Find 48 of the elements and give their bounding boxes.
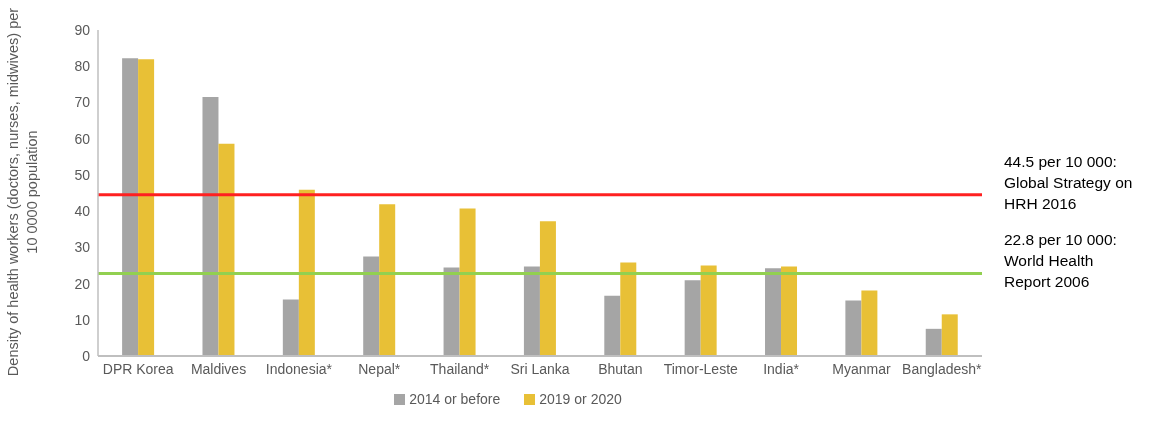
y-tick-label: 80 [74,58,91,75]
x-tick-label: Bangladesh* [902,360,983,377]
ref-line-label: 22.8 per 10 000: World Health Report 2006 [1004,230,1118,293]
ref-line-label: 44.5 per 10 000: Global Strategy on HRH 2016 [1004,151,1134,214]
bar [379,204,396,356]
x-tick-label: Thailand* [430,360,490,377]
x-tick-label: Maldives [190,360,247,377]
y-tick-label: 60 [74,130,91,147]
legend-label: 2019 or 2020 [539,391,622,407]
bar [138,59,155,356]
bar [845,300,862,356]
y-tick-label: 0 [82,347,91,364]
bar [941,314,958,356]
y-axis-title: Density of health workers (doctors, nurses, midwives) per 10 0000 population [4,6,41,379]
bar [700,265,717,356]
bar [202,97,219,356]
y-tick-label: 70 [74,94,91,111]
y-tick-label: 10 [74,311,91,328]
bar [523,266,540,356]
bar [363,256,380,356]
bar [443,267,460,356]
bar [925,328,942,356]
bar [620,262,637,356]
x-tick-label: Timor-Leste [663,360,739,377]
y-tick-label: 20 [74,275,91,292]
legend-label: 2014 or before [409,391,501,407]
bar [765,268,782,356]
y-tick-label: 40 [74,203,91,220]
bar [861,290,878,356]
x-tick-label: India* [763,360,800,377]
bar [298,189,315,356]
bar [122,58,139,356]
x-tick-label: DPR Korea [102,360,174,377]
x-tick-label: Bhutan [598,360,643,377]
bar [684,280,701,356]
x-tick-label: Sri Lanka [510,360,570,377]
bar [604,295,621,356]
y-tick-label: 50 [74,166,91,183]
bar [218,143,235,356]
x-tick-label: Indonesia* [265,360,333,377]
bar [781,266,798,356]
y-tick-label: 90 [74,21,91,38]
bar [539,221,556,356]
x-tick-label: Nepal* [358,360,401,377]
bar [282,299,299,356]
y-tick-label: 30 [74,239,91,256]
bar [459,208,476,356]
x-tick-label: Myanmar [832,360,891,377]
